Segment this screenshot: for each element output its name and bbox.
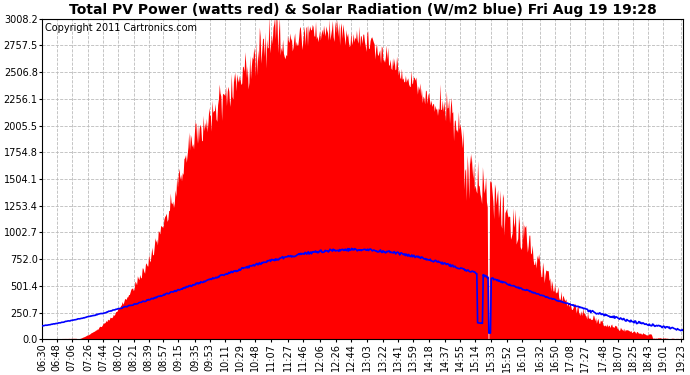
Text: Copyright 2011 Cartronics.com: Copyright 2011 Cartronics.com: [45, 24, 197, 33]
Title: Total PV Power (watts red) & Solar Radiation (W/m2 blue) Fri Aug 19 19:28: Total PV Power (watts red) & Solar Radia…: [68, 3, 656, 18]
